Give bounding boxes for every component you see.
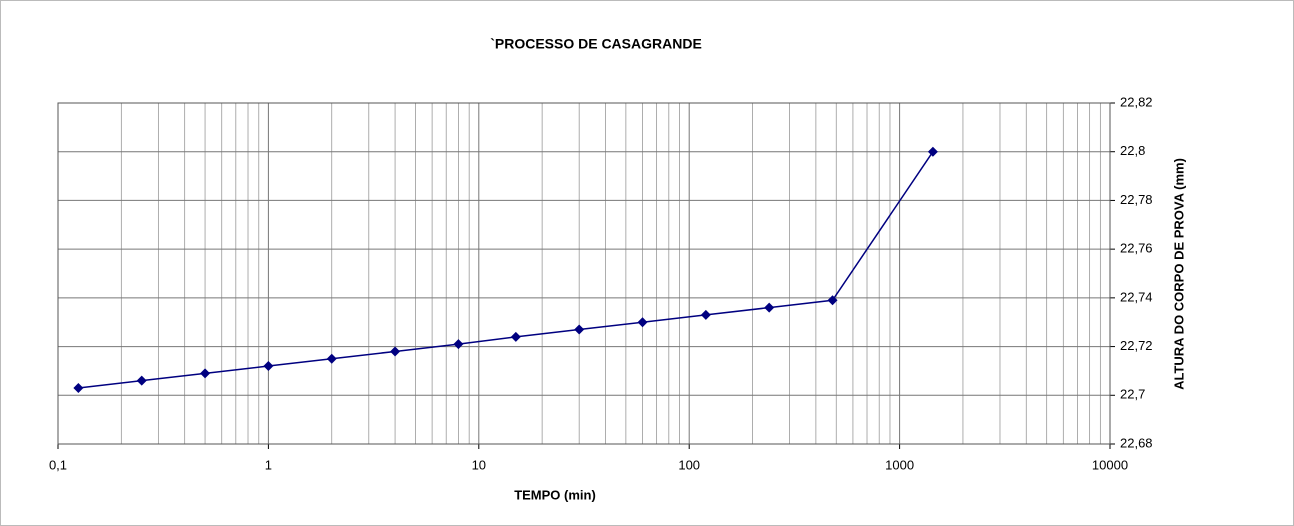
point-marker — [700, 309, 711, 320]
x-tick-label: 1 — [265, 457, 272, 472]
y-tick-label: 22,76 — [1120, 241, 1153, 256]
point-marker — [136, 375, 147, 386]
point-marker — [637, 317, 648, 328]
point-marker — [927, 146, 938, 157]
x-axis-title: TEMPO (min) — [514, 487, 596, 502]
point-marker — [510, 331, 521, 342]
point-marker — [326, 353, 337, 364]
x-tick-label: 0,1 — [49, 457, 67, 472]
x-tick-label: 1000 — [885, 457, 914, 472]
point-marker — [263, 361, 274, 372]
x-tick-label: 100 — [678, 457, 700, 472]
point-marker — [764, 302, 775, 313]
point-marker — [453, 339, 464, 350]
point-marker — [827, 295, 838, 306]
y-tick-label: 22,72 — [1120, 338, 1153, 353]
plot-area-border — [57, 102, 1111, 445]
point-marker — [200, 368, 211, 379]
y-tick-label: 22,7 — [1120, 387, 1145, 402]
point-marker — [73, 382, 84, 393]
chart-title: `PROCESSO DE CASAGRANDE — [490, 36, 702, 52]
y-tick-label: 22,68 — [1120, 435, 1153, 450]
series-line — [78, 151, 934, 389]
y-tick-label: 22,74 — [1120, 289, 1153, 304]
y-tick-label: 22,82 — [1120, 94, 1153, 109]
x-tick-label: 10000 — [1092, 457, 1128, 472]
y-tick-label: 22,78 — [1120, 192, 1153, 207]
y-tick-label: 22,8 — [1120, 143, 1145, 158]
point-marker — [390, 346, 401, 357]
point-marker — [574, 324, 585, 335]
y-axis-title: ALTURA DO CORPO DE PROVA (mm) — [1171, 158, 1186, 390]
x-tick-label: 10 — [472, 457, 486, 472]
